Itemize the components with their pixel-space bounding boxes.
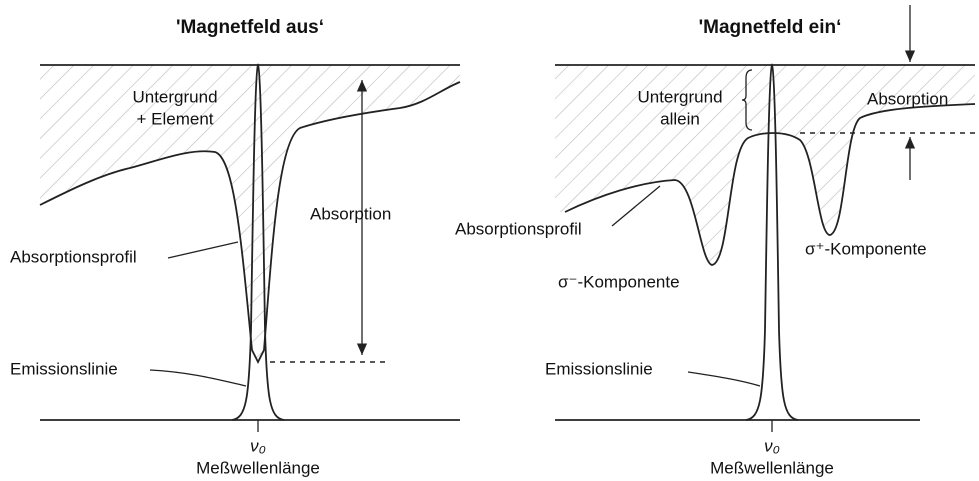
label: Emissionslinie [10,359,118,378]
label: σ⁻-Komponente [558,272,680,291]
label: Emissionslinie [545,359,653,378]
absorption-profile [39,81,461,365]
label: σ⁺-Komponente [805,239,927,258]
axis-symbol: ν₀ [250,436,266,455]
leader [611,185,661,227]
label: Untergrund [132,87,217,106]
label: Untergrund [637,87,722,106]
panel-title: 'Magnetfeld aus‘ [176,17,324,38]
axis-label: Meßwellenlänge [196,458,320,477]
label: Absorption [867,89,948,108]
emission-line [231,63,285,421]
bracket [741,69,753,131]
leader [687,371,761,387]
hatched-region [40,65,460,362]
panel-on: 'Magnetfeld ein‘ Untergrund allein Absor… [455,5,976,477]
leader [167,241,239,259]
panel-off: 'Magnetfeld aus‘ Untergrund + Element Ab… [10,17,461,477]
panel-title: 'Magnetfeld ein‘ [699,17,842,38]
leader [149,369,247,387]
label: Absorptionsprofil [455,219,582,238]
label: Absorption [310,204,391,223]
axis-symbol: ν₀ [764,436,780,455]
label: + Element [136,109,213,128]
emission-line [745,63,799,421]
label: allein [660,109,700,128]
axis-label: Meßwellenlänge [710,458,834,477]
hatched-region [555,65,975,265]
label: Absorptionsprofil [10,247,137,266]
